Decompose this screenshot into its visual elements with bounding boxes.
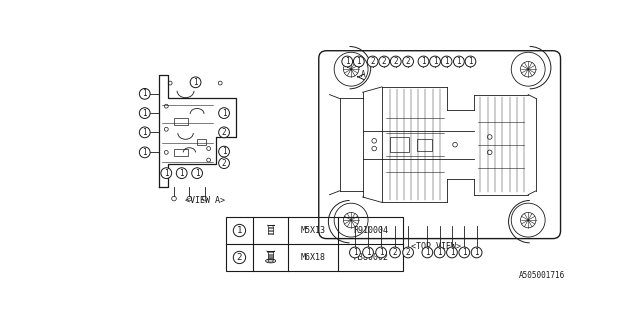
Text: 1: 1 [474, 248, 479, 257]
Circle shape [349, 247, 360, 258]
Circle shape [379, 56, 390, 67]
Text: 1: 1 [143, 108, 147, 117]
Bar [197, 139, 206, 145]
Circle shape [418, 56, 429, 67]
Bar [390, 137, 409, 152]
Text: M5X13: M5X13 [301, 226, 326, 235]
Circle shape [140, 147, 150, 158]
Circle shape [422, 247, 433, 258]
Circle shape [234, 224, 246, 237]
Text: 2: 2 [393, 248, 397, 257]
Text: 1: 1 [421, 57, 426, 66]
Circle shape [367, 56, 378, 67]
Circle shape [465, 56, 476, 67]
Text: 1: 1 [143, 148, 147, 157]
Circle shape [219, 158, 230, 169]
Text: 2: 2 [221, 159, 227, 168]
Text: 1: 1 [379, 248, 383, 257]
Text: 1: 1 [456, 57, 461, 66]
Circle shape [219, 108, 230, 118]
Circle shape [435, 247, 445, 258]
Text: 1: 1 [193, 78, 198, 87]
Text: A: A [361, 70, 365, 79]
Text: 2: 2 [406, 248, 410, 257]
Text: 1: 1 [353, 248, 357, 257]
Circle shape [176, 168, 187, 179]
Text: 1: 1 [195, 169, 200, 178]
Text: <VIEW A>: <VIEW A> [185, 196, 225, 204]
Circle shape [192, 168, 202, 179]
Bar [174, 148, 188, 156]
Text: 1: 1 [433, 57, 437, 66]
Circle shape [219, 127, 230, 138]
Circle shape [403, 56, 413, 67]
Text: M380002: M380002 [353, 253, 388, 262]
Text: 2: 2 [382, 57, 387, 66]
Text: 1: 1 [425, 248, 429, 257]
Circle shape [403, 247, 413, 258]
Circle shape [140, 88, 150, 99]
Text: 1: 1 [450, 248, 454, 257]
Circle shape [390, 56, 401, 67]
Text: 1: 1 [179, 169, 184, 178]
Circle shape [190, 77, 201, 88]
Circle shape [161, 168, 172, 179]
Text: 2: 2 [371, 57, 375, 66]
Circle shape [471, 247, 482, 258]
Circle shape [447, 247, 458, 258]
Text: 1: 1 [462, 248, 467, 257]
Bar [417, 139, 432, 151]
Text: 1: 1 [444, 57, 449, 66]
Circle shape [441, 56, 452, 67]
Text: 1: 1 [356, 57, 361, 66]
Text: 1: 1 [365, 248, 371, 257]
Text: R910004: R910004 [353, 226, 388, 235]
Text: 2: 2 [394, 57, 398, 66]
Circle shape [353, 56, 364, 67]
Circle shape [140, 108, 150, 118]
Circle shape [454, 56, 464, 67]
Circle shape [363, 247, 373, 258]
Text: 1: 1 [221, 108, 227, 117]
Circle shape [234, 251, 246, 264]
Text: 1: 1 [221, 147, 227, 156]
Text: <TOP VIEW>: <TOP VIEW> [411, 242, 461, 251]
Bar [174, 118, 188, 125]
Text: 1: 1 [164, 169, 168, 178]
Text: 1: 1 [437, 248, 442, 257]
Text: 1: 1 [468, 57, 473, 66]
Text: 2: 2 [237, 253, 242, 262]
Text: 2: 2 [406, 57, 410, 66]
Circle shape [219, 146, 230, 157]
Circle shape [459, 247, 470, 258]
Text: A505001716: A505001716 [519, 271, 565, 280]
Circle shape [140, 127, 150, 138]
Text: 1: 1 [143, 89, 147, 98]
Circle shape [390, 247, 401, 258]
Circle shape [342, 56, 353, 67]
Text: 1: 1 [345, 57, 349, 66]
Text: 1: 1 [143, 128, 147, 137]
Text: M6X18: M6X18 [301, 253, 326, 262]
Text: 1: 1 [237, 226, 242, 235]
Bar [227, 217, 403, 271]
Circle shape [376, 247, 387, 258]
Text: 2: 2 [221, 128, 227, 137]
Circle shape [429, 56, 440, 67]
